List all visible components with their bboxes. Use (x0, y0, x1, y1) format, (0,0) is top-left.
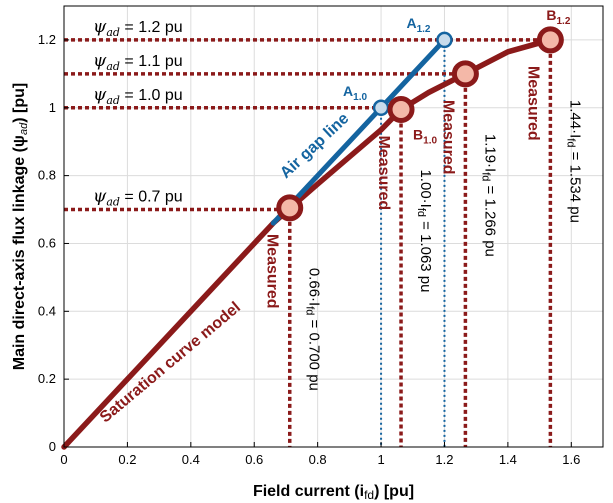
saturation-curve-label: Saturation curve model (97, 299, 244, 426)
current-value-label: 1.44·Ifd = 1.534 pu (564, 100, 583, 223)
y-tick-label: 1.2 (38, 32, 56, 47)
measured-label: Measured (375, 135, 392, 210)
psi-label: ψad = 1.1 pu (93, 51, 183, 73)
measured-label: Measured (439, 100, 456, 175)
x-tick-label: 0.2 (118, 452, 136, 467)
grid (63, 6, 603, 448)
psi-symbol: ψ (93, 187, 107, 207)
measured-label: Measured (264, 234, 281, 309)
psi-value: = 1.0 pu (120, 87, 183, 104)
x-axis-label-subscript: fd (364, 488, 374, 502)
current-label-subscript: fd (415, 208, 427, 217)
psi-symbol: ψ (93, 51, 107, 71)
y-axis-label-unit: ) [pu] (11, 83, 28, 123)
y-tick-label: 1 (49, 100, 56, 115)
psi-value: = 0.7 pu (120, 189, 183, 206)
measured-point-marker (451, 60, 479, 88)
current-value-label: 0.66·Ifd = 0.700 pu (304, 268, 323, 391)
current-label-text: 1.44·I (566, 100, 583, 138)
x-axis-label-text: Field current (i (253, 483, 364, 500)
measured-point-label: B1.2 (546, 7, 570, 27)
plot-frame (63, 5, 604, 448)
psi-label: ψad = 0.7 pu (93, 187, 183, 209)
psi-symbol: ψ (93, 17, 107, 37)
current-label-text: 1.00·I (417, 169, 434, 207)
current-value-label: 1.00·Ifd = 1.063 pu (415, 169, 434, 292)
airgap-point-marker (372, 99, 390, 117)
current-label-text: 1.19·I (481, 134, 498, 172)
x-tick-label: 0.8 (309, 452, 327, 467)
psi-subscript: ad (106, 94, 120, 107)
current-label-subscript: fd (564, 138, 576, 147)
current-label-value: = 1.063 pu (417, 217, 434, 292)
current-label-value: = 1.534 pu (566, 147, 583, 222)
measured-point-marker (276, 194, 304, 222)
airgap-point-letter: A (343, 83, 353, 99)
measured-point-subscript: 1.2 (556, 16, 570, 27)
psi-label: ψad = 1.0 pu (93, 85, 183, 107)
x-tick-label: 0.6 (245, 452, 263, 467)
airgap-point-marker (436, 31, 453, 49)
x-tick-label: 1 (377, 452, 384, 467)
current-value-label: 1.19·Ifd = 1.266 pu (479, 134, 498, 257)
x-axis-label-unit: ) [pu] (374, 483, 414, 500)
psi-value: = 1.1 pu (120, 53, 183, 70)
measured-point-marker (536, 26, 564, 54)
psi-value: = 1.2 pu (120, 19, 183, 36)
y-axis-label-text: Main direct-axis flux linkage (ψ (11, 135, 28, 370)
x-tick-label: 1.2 (435, 452, 453, 467)
y-tick-label: 0.8 (38, 168, 56, 183)
airgap-point-label: A1.2 (406, 15, 430, 35)
current-label-subscript: fd (304, 306, 316, 315)
psi-symbol: ψ (93, 85, 107, 105)
x-tick-label: 0.4 (182, 452, 200, 467)
airgap-point-subscript: 1.2 (417, 24, 431, 35)
measured-point-letter: B (546, 7, 556, 23)
markers (276, 26, 564, 222)
psi-subscript: ad (106, 196, 120, 209)
x-axis-label: Field current (ifd) [pu] (253, 483, 414, 502)
airgap-line-label: Air gap line (277, 110, 352, 182)
x-tick-label: 1.6 (562, 452, 580, 467)
psi-label: ψad = 1.2 pu (93, 17, 183, 39)
y-tick-label: 0.4 (38, 303, 56, 318)
y-tick-label: 0 (49, 439, 56, 454)
y-axis-label: Main direct-axis flux linkage (ψad) [pu] (11, 83, 30, 370)
psi-subscript: ad (106, 26, 120, 39)
y-tick-label: 0.2 (38, 371, 56, 386)
current-label-value: = 0.700 pu (306, 315, 323, 390)
current-label-subscript: fd (479, 172, 491, 181)
airgap-point-label: A1.0 (343, 83, 367, 103)
measured-point-subscript: 1.0 (423, 135, 437, 146)
axes: 0 0.2 0.4 0.6 0.8 1 1.2 1.4 1.6 0 0.2 0.4 0.6 0.8 1 1.2… (11, 5, 604, 502)
x-tick-label: 1.4 (499, 452, 517, 467)
airgap-point-letter: A (406, 15, 416, 31)
y-axis-label-subscript: ad (18, 122, 30, 135)
measured-label: Measured (524, 66, 541, 141)
current-label-value: = 1.266 pu (481, 181, 498, 256)
x-tick-label: 0 (60, 452, 67, 467)
reference-lines (64, 38, 553, 447)
measured-point-marker (387, 95, 415, 123)
y-tick-label: 0.6 (38, 235, 56, 250)
measured-point-letter: B (413, 126, 423, 142)
airgap-point-subscript: 1.0 (353, 92, 367, 103)
measured-point-label: B1.0 (413, 126, 437, 146)
current-label-text: 0.66·I (306, 268, 323, 306)
psi-subscript: ad (106, 60, 120, 73)
